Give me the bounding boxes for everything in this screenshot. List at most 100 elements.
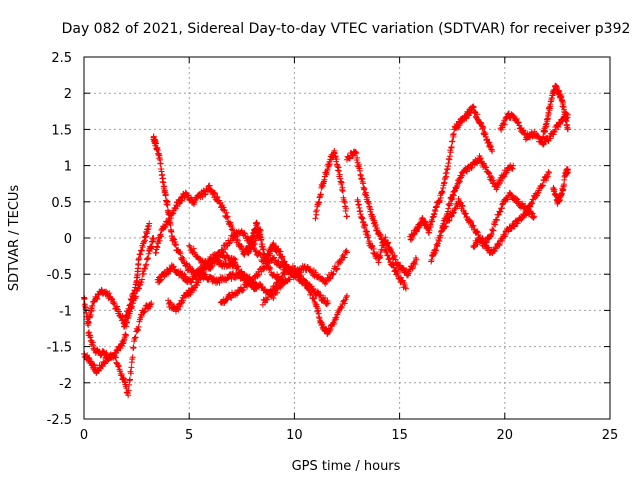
y-tick-label: -1.5 [47,341,72,356]
data-point [488,230,495,237]
data-point [422,219,429,226]
data-point [511,223,518,230]
x-tick-label: 0 [80,428,88,443]
data-point [510,222,517,229]
data-point [403,267,410,274]
data-point [140,270,147,277]
data-point [143,261,150,268]
x-tick-label: 20 [497,428,514,443]
data-point [377,232,384,239]
data-point [128,364,135,371]
data-point [447,200,454,207]
data-point [390,264,397,271]
data-point [130,344,137,351]
data-point [386,255,393,262]
data-point [462,210,469,217]
data-point [302,279,309,286]
data-point [508,226,515,233]
data-point [375,259,382,266]
data-point [498,178,505,185]
data-point [564,126,571,133]
data-point [459,202,466,209]
data-point [413,256,420,263]
data-point [135,326,142,333]
data-point [540,141,547,148]
data-point [229,255,236,262]
data-point [327,326,334,333]
x-tick-label: 25 [602,428,619,443]
data-point [479,235,486,242]
data-point [523,211,530,218]
data-point [164,202,171,209]
data-point [365,234,372,241]
data-point [194,195,201,202]
data-point [490,177,497,184]
data-point [341,300,348,307]
data-point [180,297,187,304]
data-point [501,231,508,238]
data-point [409,264,416,271]
data-point [189,276,196,283]
data-point [527,203,534,210]
y-tick-label: 0 [64,232,72,247]
data-point [167,215,174,222]
data-point [100,348,107,355]
data-point [536,135,543,142]
data-point [94,296,101,303]
data-point [244,283,251,290]
data-point [182,273,189,280]
data-point [235,263,242,270]
data-point [241,229,248,236]
data-point [142,262,149,269]
data-point [323,300,330,307]
data-point [329,271,336,278]
data-point [457,199,464,206]
y-tick-label: -0.5 [47,268,72,283]
data-point [515,198,522,205]
data-point [544,173,551,180]
data-point [504,196,511,203]
data-point [214,256,221,263]
data-point [468,218,475,225]
data-point [445,217,452,224]
data-point [317,292,324,299]
data-point [157,233,164,240]
data-point [174,305,181,312]
data-point [514,118,521,125]
data-point [533,130,540,137]
data-point [361,185,368,192]
data-point [487,232,494,239]
data-point [450,210,457,217]
data-point [550,131,557,138]
data-point [177,250,184,257]
data-point [520,127,527,134]
data-point [230,227,237,234]
data-point [394,259,401,266]
data-point [135,323,142,330]
data-point [402,285,409,292]
data-point [463,167,470,174]
data-point [223,209,230,216]
y-tick-label: 2.5 [51,51,72,66]
data-point [370,245,377,252]
data-point [468,164,475,171]
data-points [81,82,571,399]
data-point [450,209,457,216]
data-point [427,223,434,230]
data-point [479,234,486,241]
data-point [188,289,195,296]
data-point [393,268,400,275]
data-point [150,235,157,241]
data-point [391,254,398,261]
data-point [534,190,541,197]
data-point [241,230,248,237]
data-point [270,295,277,302]
data-point [442,223,449,230]
x-tick-label: 5 [185,428,193,443]
data-point [314,288,321,295]
data-point [474,228,481,235]
data-point [330,270,337,277]
data-point [173,202,180,209]
data-point [519,200,526,207]
data-point [539,182,546,189]
